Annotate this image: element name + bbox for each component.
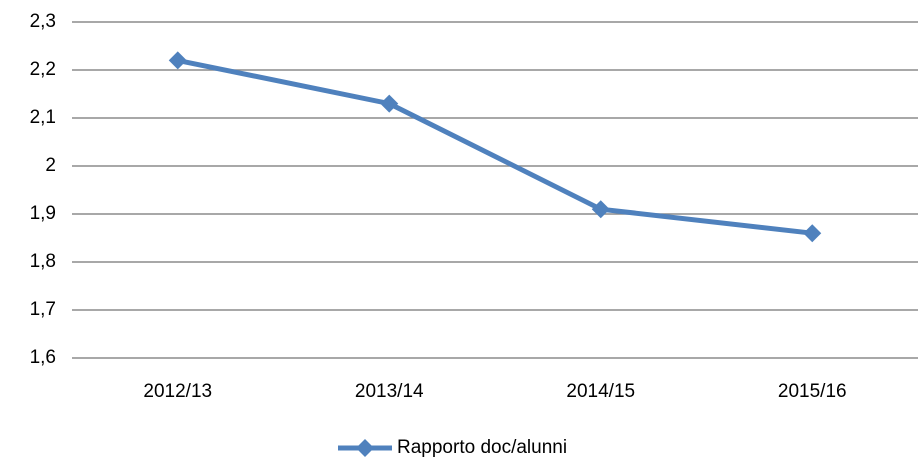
y-tick-label: 1,8 — [30, 251, 56, 272]
x-tick-label: 2012/13 — [143, 381, 212, 402]
x-tick-label: 2015/16 — [778, 381, 847, 402]
marker — [803, 224, 822, 243]
y-tick-label: 1,6 — [30, 347, 56, 368]
y-tick-label: 1,9 — [30, 203, 56, 224]
line — [177, 57, 813, 236]
marker — [380, 94, 399, 113]
marker — [591, 200, 610, 219]
y-tick-label: 2,1 — [30, 107, 56, 128]
y-tick-label: 2,3 — [30, 11, 56, 32]
marker — [168, 51, 187, 70]
y-tick-label: 2 — [45, 155, 56, 176]
y-tick-label: 2,2 — [30, 59, 56, 80]
x-tick-label: 2013/14 — [355, 381, 424, 402]
legend-label: Rapporto doc/alunni — [397, 437, 567, 458]
x-tick-label: 2014/15 — [566, 381, 635, 402]
legend-marker — [356, 439, 374, 457]
y-tick-label: 1,7 — [30, 299, 56, 320]
